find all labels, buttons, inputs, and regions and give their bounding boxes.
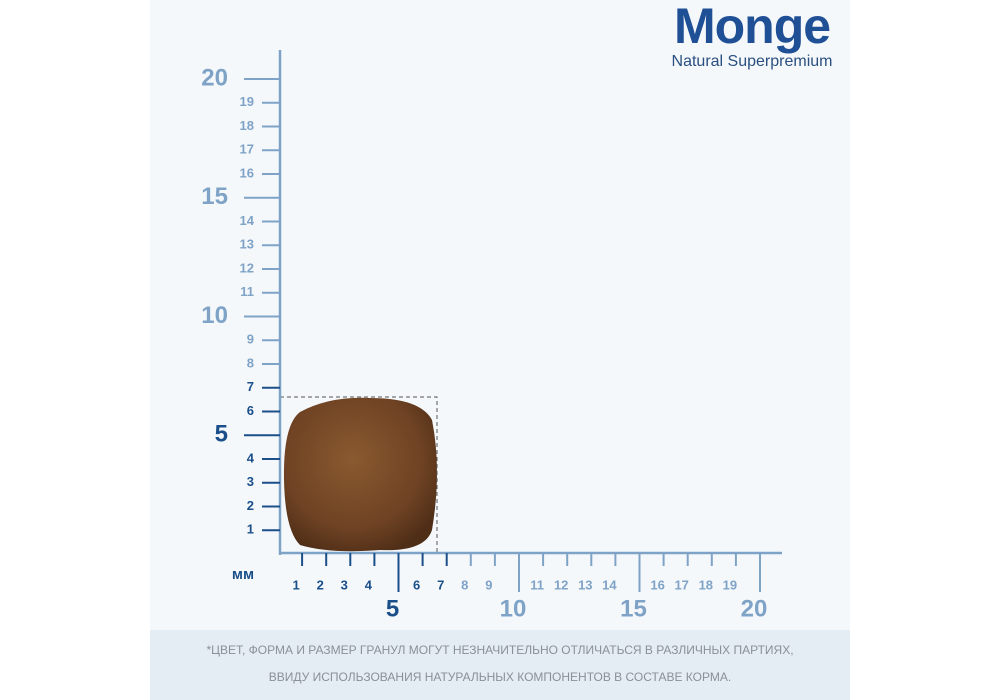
x-tick-label: 1 — [292, 577, 299, 592]
x-major-label: 15 — [620, 595, 647, 622]
disclaimer-band — [150, 630, 850, 700]
x-tick-label: 17 — [674, 577, 688, 592]
x-major-label: 10 — [500, 595, 527, 622]
x-tick-label: 16 — [650, 577, 664, 592]
kibble — [283, 397, 437, 552]
x-tick-label: 6 — [413, 577, 420, 592]
x-tick-label: 12 — [554, 577, 568, 592]
x-tick-label: 18 — [699, 577, 713, 592]
y-tick-label: 1 — [247, 522, 254, 537]
y-major-label: 10 — [201, 302, 228, 329]
y-tick-label: 17 — [240, 142, 254, 157]
panel — [150, 0, 850, 700]
x-tick-label: 11 — [530, 577, 544, 592]
x-tick-label: 2 — [317, 577, 324, 592]
y-tick-label: 13 — [240, 237, 254, 252]
x-tick-label: 14 — [602, 577, 617, 592]
y-tick-label: 11 — [240, 284, 254, 299]
y-tick-label: 18 — [240, 118, 254, 133]
y-tick-label: 12 — [240, 260, 254, 275]
y-tick-label: 4 — [247, 450, 255, 465]
x-tick-label: 3 — [341, 577, 348, 592]
y-tick-label: 3 — [247, 474, 254, 489]
y-tick-label: 16 — [240, 165, 254, 180]
y-major-label: 15 — [201, 183, 228, 210]
x-major-label: 5 — [386, 595, 399, 622]
x-tick-label: 8 — [461, 577, 468, 592]
y-tick-label: 9 — [247, 332, 254, 347]
y-tick-label: 8 — [247, 355, 254, 370]
x-tick-label: 19 — [723, 577, 737, 592]
x-major-label: 20 — [741, 595, 768, 622]
x-tick-label: 13 — [578, 577, 592, 592]
y-tick-label: 6 — [247, 403, 254, 418]
disclaimer-line: *ЦВЕТ, ФОРМА И РАЗМЕР ГРАНУЛ МОГУТ НЕЗНА… — [206, 643, 793, 657]
unit: мм — [232, 566, 254, 583]
x-tick-label: 4 — [365, 577, 373, 592]
y-tick-label: 7 — [247, 379, 254, 394]
disclaimer-line: ВВИДУ ИСПОЛЬЗОВАНИЯ НАТУРАЛЬНЫХ КОМПОНЕН… — [269, 670, 731, 684]
tagline: Natural Superpremium — [672, 53, 833, 70]
y-tick-label: 14 — [240, 213, 255, 228]
brand: Monge — [674, 0, 830, 54]
y-major-label: 20 — [201, 64, 228, 91]
y-tick-label: 2 — [247, 498, 254, 513]
x-tick-label: 9 — [485, 577, 492, 592]
y-tick-label: 19 — [240, 94, 254, 109]
y-major-label: 5 — [215, 421, 228, 448]
x-tick-label: 7 — [437, 577, 444, 592]
